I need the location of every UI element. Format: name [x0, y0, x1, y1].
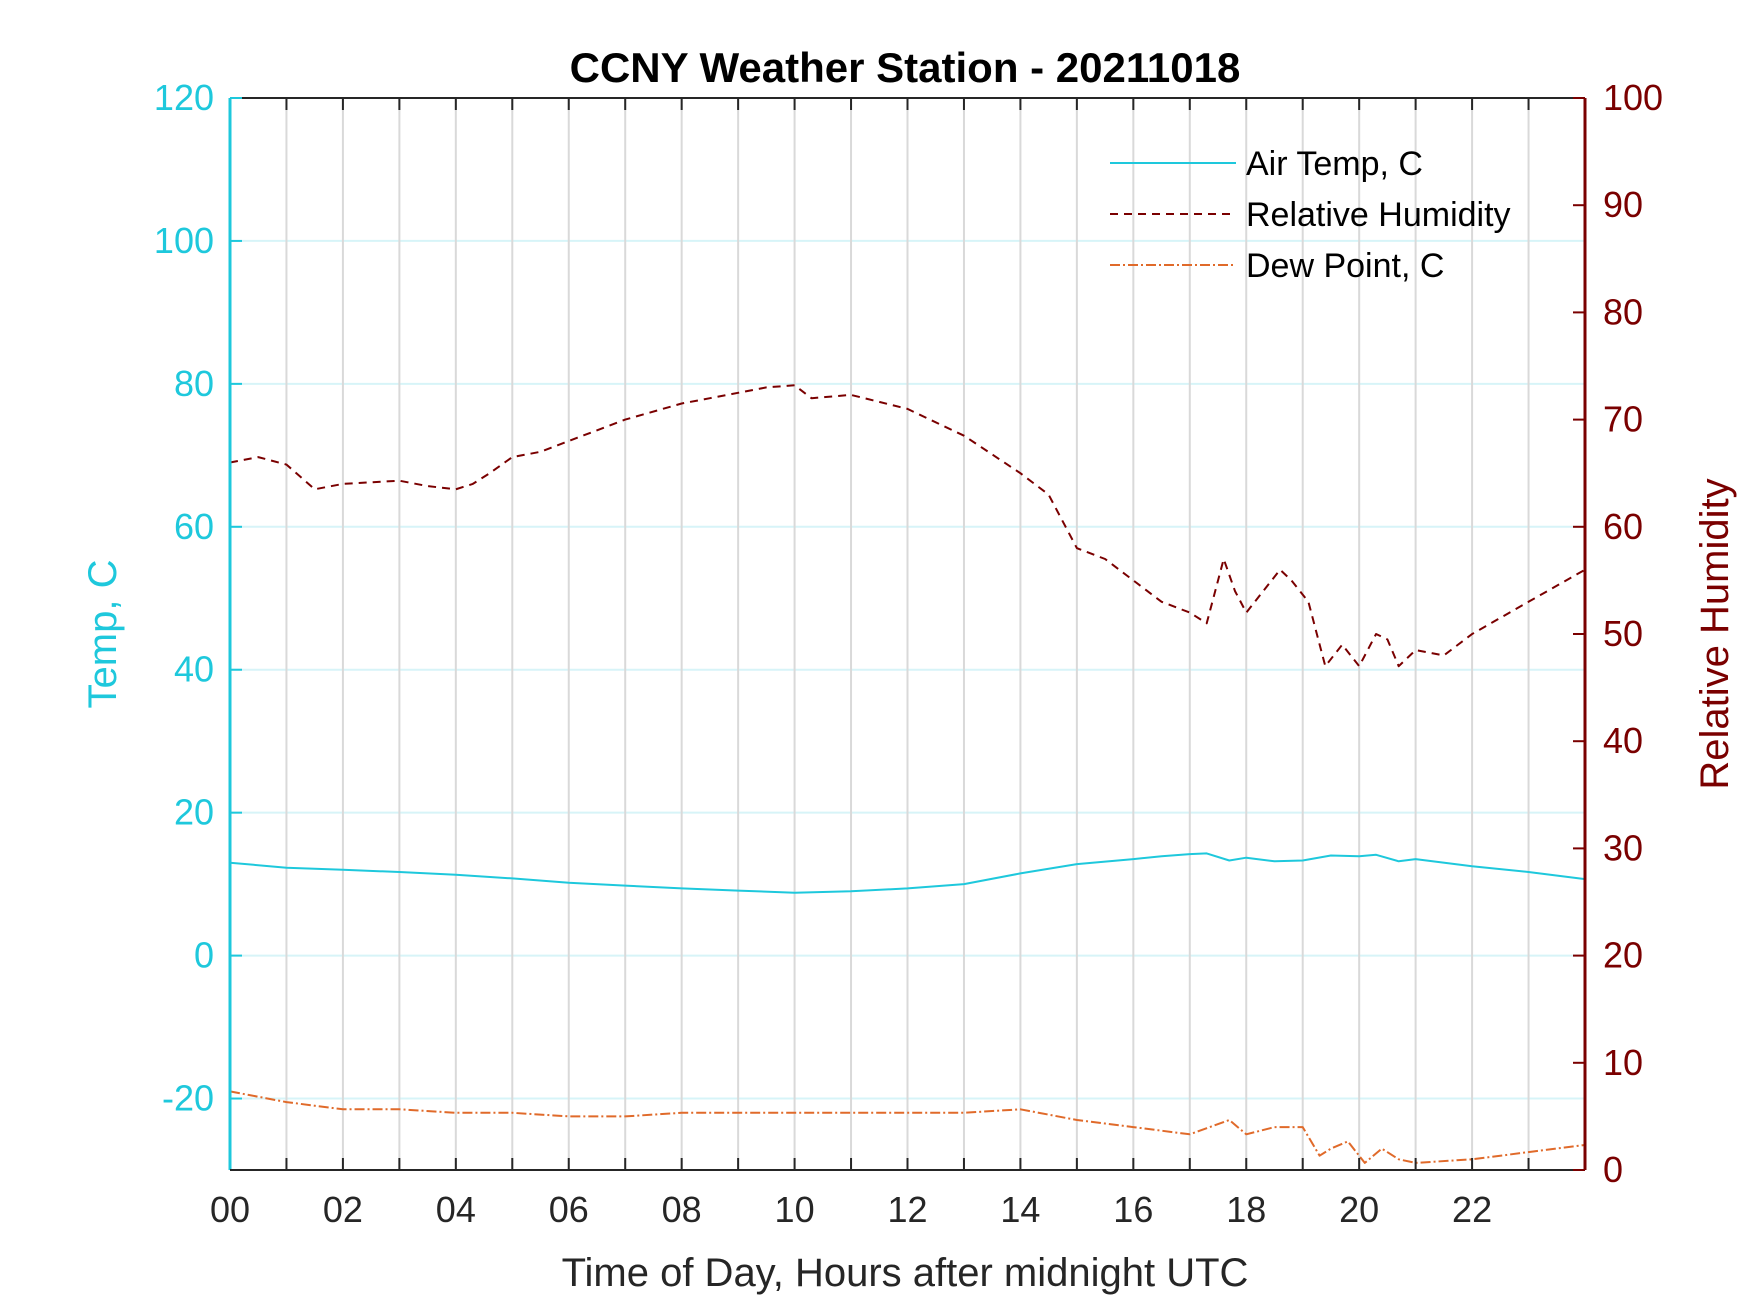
y-right-tick-label: 30	[1603, 827, 1643, 868]
y-right-tick-label: 60	[1603, 506, 1643, 547]
x-tick-label: 06	[549, 1189, 589, 1230]
x-tick-label: 20	[1339, 1189, 1379, 1230]
x-tick-label: 18	[1226, 1189, 1266, 1230]
legend-label-air-temp: Air Temp, C	[1246, 145, 1423, 183]
series-dew-point	[229, 1090, 1586, 1164]
chart-title: CCNY Weather Station - 20211018	[570, 44, 1241, 91]
series-air-temp	[229, 852, 1586, 894]
y-left-tick-label: -20	[162, 1078, 214, 1119]
x-tick-label: 22	[1452, 1189, 1492, 1230]
x-tick-label: 10	[775, 1189, 815, 1230]
y-right-tick-label: 10	[1603, 1042, 1643, 1083]
y-right-tick-label: 70	[1603, 399, 1643, 440]
axis-tick-labels: 00 02 04 06 08 10 12 14 16 18 20 22120100806040200-…	[154, 77, 1663, 1230]
x-tick-label: 04	[436, 1189, 476, 1230]
y-left-tick-label: 80	[174, 363, 214, 404]
y-axis-left-label: Temp, C	[81, 560, 125, 709]
y-right-tick-label: 90	[1603, 184, 1643, 225]
y-right-tick-label: 20	[1603, 935, 1643, 976]
y-right-tick-label: 100	[1603, 77, 1663, 118]
vertical-grid	[285, 98, 1530, 1170]
y-right-tick-label: 50	[1603, 613, 1643, 654]
series-lines	[229, 384, 1586, 1164]
y-left-tick-label: 0	[194, 935, 214, 976]
y-right-tick-label: 0	[1603, 1149, 1623, 1190]
y-left-tick-label: 20	[174, 792, 214, 833]
series-relative-humidity	[229, 384, 1586, 668]
y-left-tick-label: 60	[174, 506, 214, 547]
x-tick-label: 08	[662, 1189, 702, 1230]
x-tick-label: 12	[887, 1189, 927, 1230]
x-tick-label: 00	[210, 1189, 250, 1230]
legend-label-dew-point: Dew Point, C	[1246, 247, 1444, 285]
y-left-tick-label: 120	[154, 77, 214, 118]
axis-ticks	[230, 97, 1585, 1171]
legend-label-relative-humidity: Relative Humidity	[1246, 196, 1511, 234]
x-tick-label: 16	[1113, 1189, 1153, 1230]
y-right-tick-label: 40	[1603, 720, 1643, 761]
y-left-tick-label: 40	[174, 649, 214, 690]
x-axis-label: Time of Day, Hours after midnight UTC	[562, 1251, 1249, 1295]
x-tick-label: 14	[1000, 1189, 1040, 1230]
legend: Air Temp, C Relative Humidity Dew Point,…	[1110, 145, 1511, 285]
y-axis-right-label: Relative Humidity	[1693, 478, 1737, 789]
y-left-tick-label: 100	[154, 220, 214, 261]
x-tick-label: 02	[323, 1189, 363, 1230]
y-right-tick-label: 80	[1603, 291, 1643, 332]
